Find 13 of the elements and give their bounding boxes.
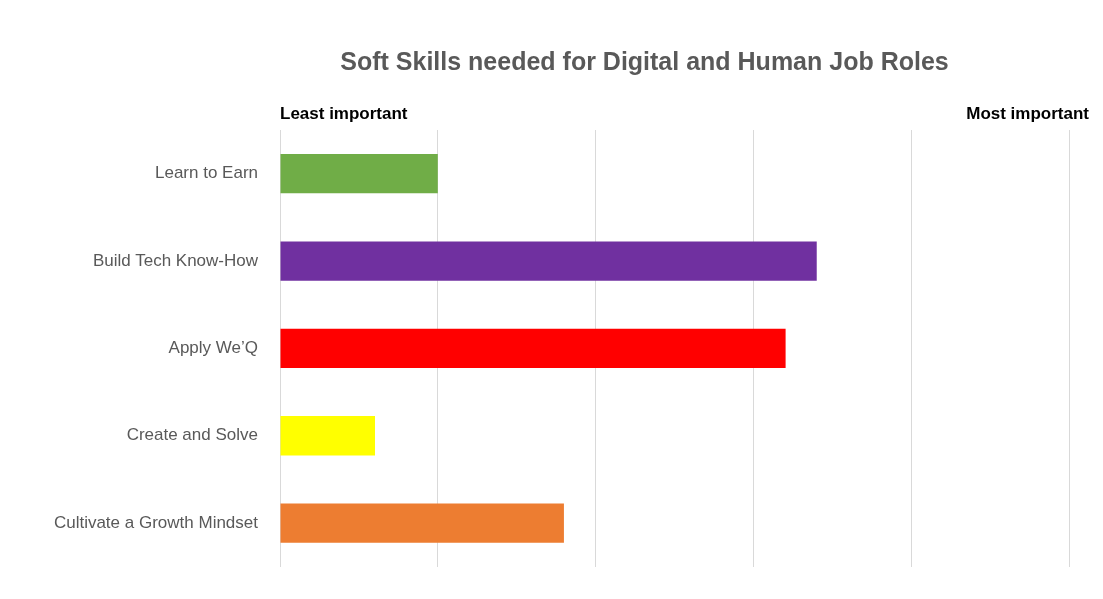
bar: [280, 328, 786, 369]
bar: [280, 416, 375, 456]
bar: [280, 503, 564, 543]
y-tick-label: Learn to Earn: [154, 163, 258, 183]
y-tick-label: Cultivate a Growth Mindset: [53, 512, 259, 532]
text: Most important: [966, 103, 1090, 123]
y-tick-label: Build Tech Know-How: [92, 250, 259, 270]
bar: [280, 241, 817, 281]
bar: [280, 154, 438, 194]
chart-title: Soft Skills needed for Digital and Human Job Roles: [340, 46, 949, 75]
text: Least important: [280, 103, 408, 123]
y-tick-label: Apply We’Q: [168, 338, 258, 358]
y-tick-label: Create and Solve: [126, 425, 258, 445]
